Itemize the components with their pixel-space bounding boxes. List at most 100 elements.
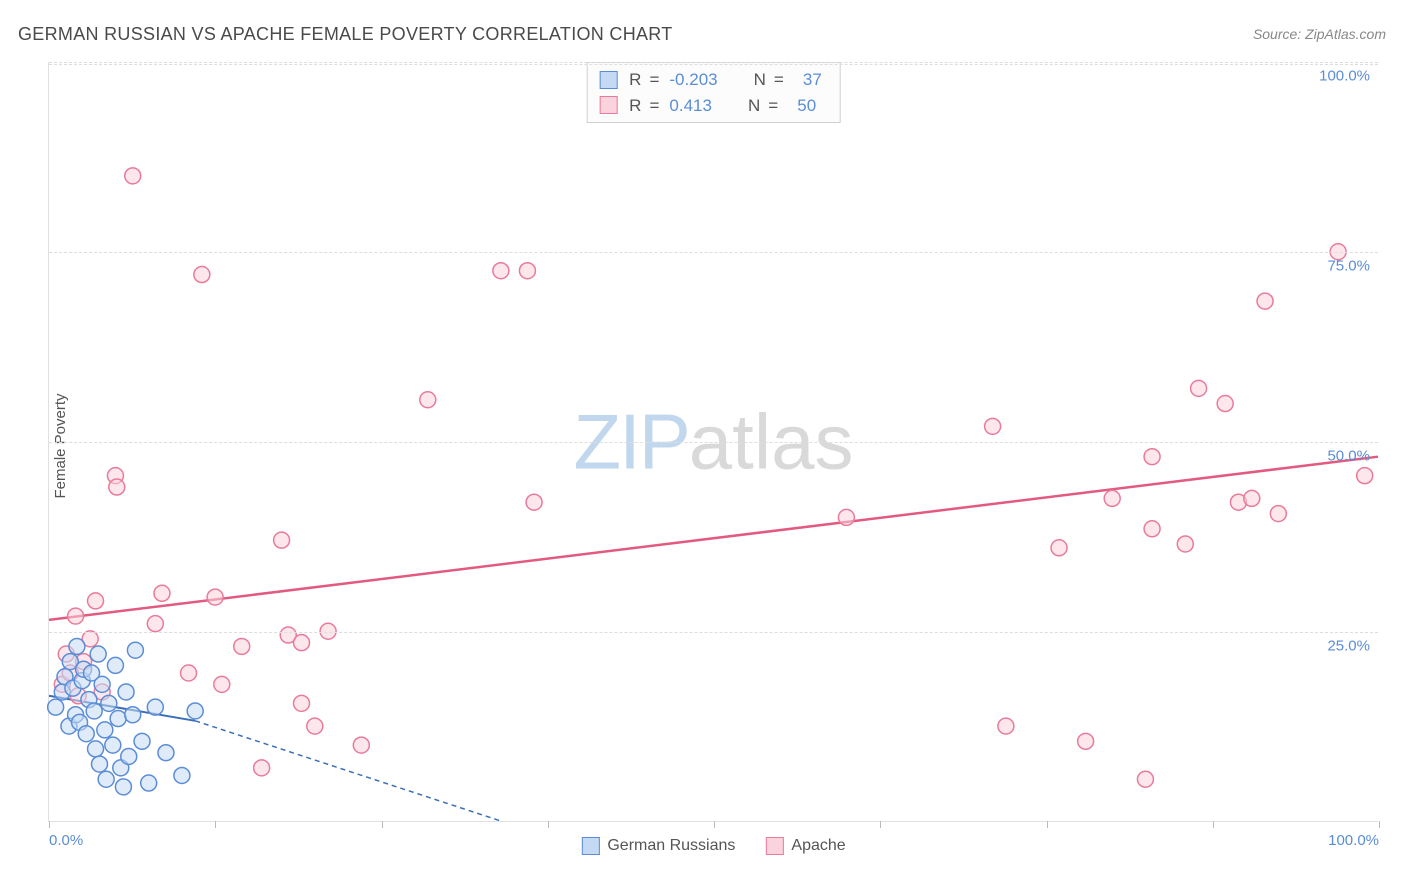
data-point [526,494,542,510]
data-point [127,642,143,658]
data-point [1144,449,1160,465]
stats-r-value-apache: 0.413 [669,93,736,119]
y-tick-label: 50.0% [1327,448,1370,465]
data-point [294,635,310,651]
data-point [110,711,126,727]
data-point [121,748,137,764]
data-point [115,779,131,795]
data-point [174,767,190,783]
data-point [181,665,197,681]
regression-line [49,457,1378,620]
data-point [1257,293,1273,309]
data-point [94,676,110,692]
legend-swatch-apache [765,837,783,855]
data-point [158,745,174,761]
x-tick [1379,821,1380,828]
x-tick [49,821,50,828]
data-point [214,676,230,692]
data-point [1137,771,1153,787]
data-point [234,638,250,654]
legend-item-apache: Apache [765,837,845,855]
regression-line [195,721,501,821]
x-tick [548,821,549,828]
data-point [105,737,121,753]
data-point [78,726,94,742]
y-tick-label: 100.0% [1319,68,1370,85]
data-point [88,593,104,609]
stats-n-value-german: 37 [794,67,822,93]
chart-container: GERMAN RUSSIAN VS APACHE FEMALE POVERTY … [0,0,1406,892]
chart-title: GERMAN RUSSIAN VS APACHE FEMALE POVERTY … [18,24,673,45]
data-point [98,771,114,787]
stats-n-label: N [750,67,766,93]
data-point [1270,506,1286,522]
data-point [69,638,85,654]
legend-swatch-german [581,837,599,855]
data-point [294,695,310,711]
data-point [1177,536,1193,552]
data-point [519,263,535,279]
source-attribution: Source: ZipAtlas.com [1253,26,1386,42]
data-point [1191,380,1207,396]
data-point [125,707,141,723]
data-point [187,703,203,719]
stats-eq: = [774,67,786,93]
x-tick [382,821,383,828]
data-point [68,608,84,624]
data-point [141,775,157,791]
stats-n-value-apache: 50 [788,93,816,119]
y-tick-label: 75.0% [1327,258,1370,275]
x-tick [1213,821,1214,828]
legend-item-german: German Russians [581,837,735,855]
data-point [125,168,141,184]
data-point [109,479,125,495]
stats-row: R = 0.413 N = 50 [599,93,822,119]
data-point [194,267,210,283]
legend-label-apache: Apache [791,837,845,855]
data-point [274,532,290,548]
stats-eq: = [649,93,661,119]
data-point [97,722,113,738]
stats-eq: = [768,93,780,119]
data-point [353,737,369,753]
x-tick [215,821,216,828]
data-point [254,760,270,776]
data-point [118,684,134,700]
stats-swatch-german [599,71,617,89]
data-point [320,623,336,639]
stats-row: R = -0.203 N = 37 [599,67,822,93]
data-point [307,718,323,734]
data-point [838,509,854,525]
correlation-stats-box: R = -0.203 N = 37 R = 0.413 N = 50 [586,62,841,123]
stats-eq: = [649,67,661,93]
data-point [207,589,223,605]
x-tick-label: 0.0% [49,832,83,849]
data-point [92,756,108,772]
data-point [48,699,64,715]
series-legend: German Russians Apache [581,837,845,855]
data-point [998,718,1014,734]
stats-r-value-german: -0.203 [669,67,741,93]
stats-r-label: R [625,93,641,119]
x-tick [714,821,715,828]
y-tick-label: 25.0% [1327,638,1370,655]
plot-svg [49,62,1378,821]
data-point [1357,468,1373,484]
data-point [154,585,170,601]
data-point [985,418,1001,434]
data-point [1244,490,1260,506]
data-point [493,263,509,279]
data-point [1078,733,1094,749]
data-point [107,657,123,673]
data-point [90,646,106,662]
data-point [1217,396,1233,412]
data-point [86,703,102,719]
stats-swatch-apache [599,96,617,114]
data-point [134,733,150,749]
data-point [101,695,117,711]
data-point [147,699,163,715]
data-point [1144,521,1160,537]
legend-label-german: German Russians [607,837,735,855]
data-point [147,616,163,632]
stats-r-label: R [625,67,641,93]
